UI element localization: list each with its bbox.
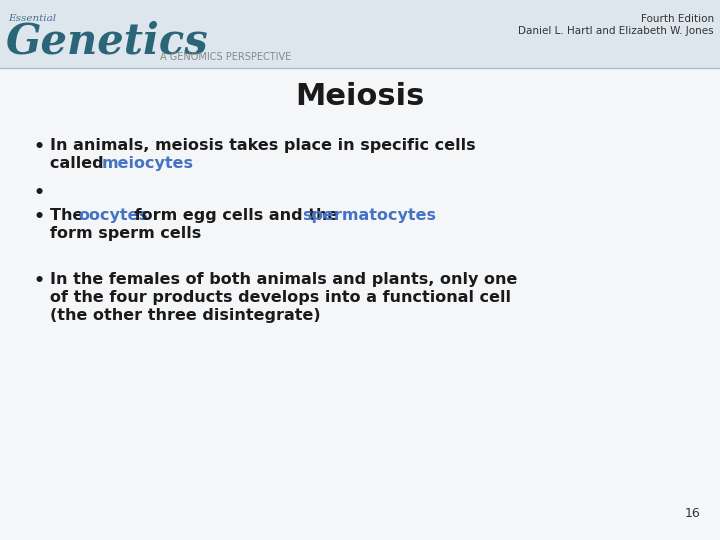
Text: 16: 16 xyxy=(684,507,700,520)
Text: A GENOMICS PERSPECTIVE: A GENOMICS PERSPECTIVE xyxy=(160,52,292,62)
Text: meiocytes: meiocytes xyxy=(102,156,194,171)
Text: (the other three disintegrate): (the other three disintegrate) xyxy=(50,308,320,323)
Text: In animals, meiosis takes place in specific cells: In animals, meiosis takes place in speci… xyxy=(50,138,476,153)
Text: oocytes: oocytes xyxy=(78,208,149,223)
Text: •: • xyxy=(34,184,45,202)
Text: Daniel L. Hartl and Elizabeth W. Jones: Daniel L. Hartl and Elizabeth W. Jones xyxy=(518,26,714,36)
Text: form sperm cells: form sperm cells xyxy=(50,226,202,241)
Text: In the females of both animals and plants, only one: In the females of both animals and plant… xyxy=(50,272,518,287)
FancyBboxPatch shape xyxy=(0,0,720,68)
Text: spermatocytes: spermatocytes xyxy=(302,208,436,223)
Text: Genetics: Genetics xyxy=(6,20,209,62)
Text: called: called xyxy=(50,156,109,171)
Text: Essential: Essential xyxy=(8,14,56,23)
Text: Fourth Edition: Fourth Edition xyxy=(641,14,714,24)
Text: of the four products develops into a functional cell: of the four products develops into a fun… xyxy=(50,290,511,305)
Text: form egg cells and the: form egg cells and the xyxy=(129,208,344,223)
Text: •: • xyxy=(34,272,45,290)
Text: Meiosis: Meiosis xyxy=(295,82,425,111)
Text: •: • xyxy=(34,208,45,226)
Text: The: The xyxy=(50,208,89,223)
Text: •: • xyxy=(34,138,45,156)
